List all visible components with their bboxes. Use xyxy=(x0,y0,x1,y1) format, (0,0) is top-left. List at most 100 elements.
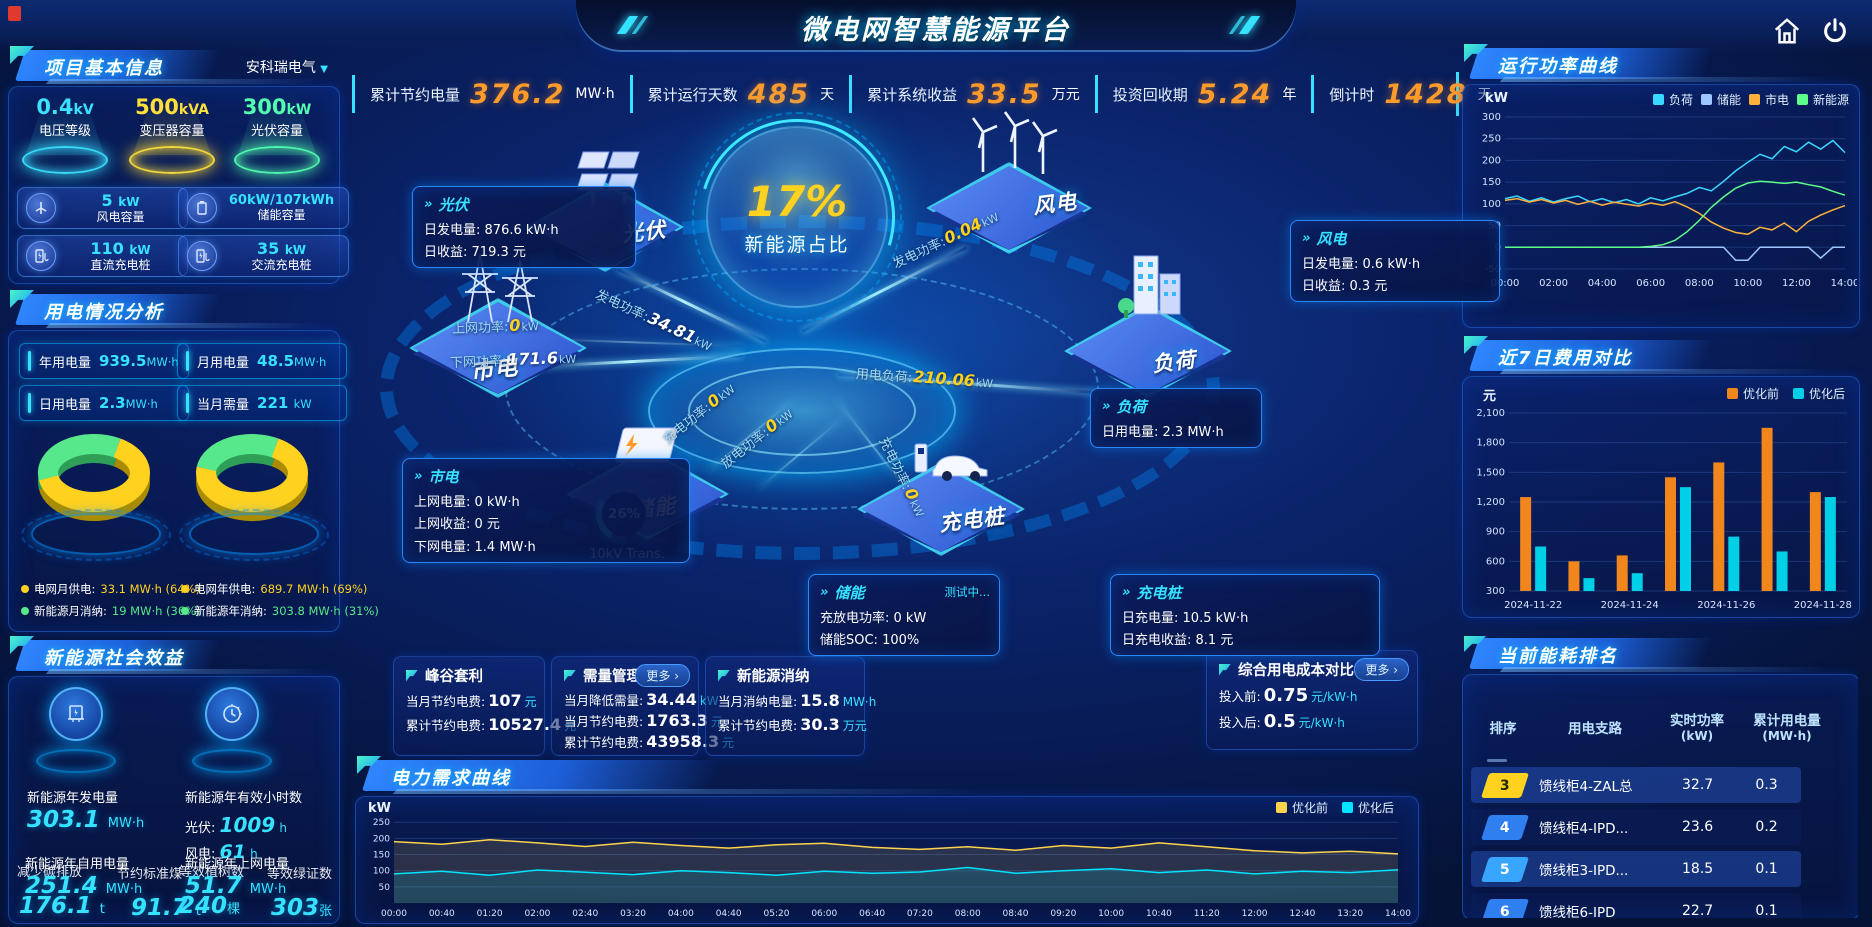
branch-name: 馈线柜4-IPD... xyxy=(1539,821,1629,837)
stat-year-usage: 年用电量 939.5MW·h xyxy=(19,343,189,379)
svg-text:1,800: 1,800 xyxy=(1476,438,1505,449)
svg-text:05:20: 05:20 xyxy=(764,909,790,919)
stat-label: 当月需量 xyxy=(197,397,250,413)
clock-gauge-icon xyxy=(205,687,259,741)
pedestal-value: 500kVA xyxy=(135,95,209,119)
stat-label: 月用电量 xyxy=(197,355,250,371)
svg-text:06:00: 06:00 xyxy=(811,909,837,919)
legend-newenergy-year: 新能源年消纳: 303.8 MW·h (31%) xyxy=(181,603,379,619)
legend-swatch xyxy=(1652,94,1664,105)
node-grid[interactable]: 市电 xyxy=(398,250,598,398)
run-power-chart: 300250200150100500-5000:0002:0004:0006:0… xyxy=(1482,112,1857,289)
benefit-hours-pedestal xyxy=(177,687,287,773)
capacity-label: 储能容量 xyxy=(257,208,306,223)
power-icon[interactable] xyxy=(1820,16,1850,46)
legend-swatch xyxy=(1726,388,1738,399)
cost-panel-body: 元 优化前 优化后 2,100 1,800 1,500 1,200 900 600 300 2… xyxy=(1462,376,1860,618)
svg-text:12:00: 12:00 xyxy=(1242,909,1268,919)
dc-charger-icon xyxy=(26,241,56,271)
card-row: 下网电量: 1.4 MW·h xyxy=(414,539,536,555)
benefit-coal-label: 节约标准煤 xyxy=(117,867,183,882)
solar-panel-icon xyxy=(49,687,103,741)
card-title: 市电 xyxy=(428,468,459,486)
donut-base-ring xyxy=(21,509,171,561)
legend-newenergy-month: 新能源月消纳: 19 MW·h (36%) xyxy=(21,603,201,619)
run-power-panel: 运行功率曲线 kW 负荷 储能 市电 新能源 30025020015010050… xyxy=(1462,44,1860,328)
rank-row-5[interactable]: 5 馈线柜3-IPD... 18.5 0.1 xyxy=(1471,851,1801,887)
rank-badge: 6 xyxy=(1480,898,1530,918)
card-corner-icon xyxy=(564,669,576,682)
legend-swatch xyxy=(1700,94,1712,105)
benefit-togrid-label: 新能源年上网电量 xyxy=(185,857,290,872)
benefit-certs-value: 303张 xyxy=(271,895,333,921)
capacity-value: 5 kW xyxy=(101,191,140,211)
scroll-indicator xyxy=(1487,759,1507,762)
project-panel-header: 项目基本信息 安科瑞电气 ▼ xyxy=(8,46,338,84)
svg-text:08:40: 08:40 xyxy=(1003,909,1029,919)
node-charger[interactable]: 充电桩 xyxy=(843,428,1038,556)
capacity-label: 交流充电桩 xyxy=(251,257,312,272)
newenergy-share-orb: 17% 新能源占比 xyxy=(692,112,902,322)
run-panel-header: 运行功率曲线 xyxy=(1462,44,1858,82)
title-plate xyxy=(576,0,1296,50)
svg-text:00:00: 00:00 xyxy=(381,909,407,919)
power-usage-panel: 用电情况分析 年用电量 939.5MW·h 月用电量 48.5MW·h 日用电量… xyxy=(8,290,379,632)
cost-compare-chart: 2,100 1,800 1,500 1,200 900 600 300 2024-11-22 2… xyxy=(1476,408,1852,611)
svg-text:14:00: 14:00 xyxy=(1831,278,1857,289)
svg-text:07:20: 07:20 xyxy=(907,909,933,919)
svg-text:2024-11-22: 2024-11-22 xyxy=(1504,600,1562,611)
total-energy: 0.3 xyxy=(1755,777,1778,793)
branch-name: 馈线柜3-IPD... xyxy=(1539,863,1629,879)
diagram-hub-inner xyxy=(688,366,916,456)
kpi-title: 综合用电成本对比 xyxy=(1238,663,1354,679)
realtime-power: 23.6 xyxy=(1682,819,1714,835)
stat-label: 年用电量 xyxy=(39,355,92,371)
capacity-label: 直流充电桩 xyxy=(90,257,151,272)
node-load[interactable]: 负荷 xyxy=(1058,255,1232,398)
stat-month-demand: 当月需量 221 kW xyxy=(177,385,347,421)
title-decor-right xyxy=(1228,16,1261,38)
benefit-co2-value: 176.1 t xyxy=(19,893,105,919)
realtime-power: 18.5 xyxy=(1682,861,1714,877)
pedestal-label: 变压器容量 xyxy=(139,124,205,139)
svg-text:1,500: 1,500 xyxy=(1476,467,1505,478)
more-button[interactable]: 更多 › xyxy=(1354,658,1409,681)
legend-item: 负荷 xyxy=(1652,91,1693,108)
legend-swatch xyxy=(1796,94,1808,105)
capacity-card-storage: 60kW/107kWh 储能容量 xyxy=(178,187,349,229)
branch-name: 馈线柜6-IPD xyxy=(1539,905,1616,918)
pedestal-label: 电压等级 xyxy=(38,124,91,139)
rank-row-3[interactable]: 3 馈线柜4-ZAL总 32.7 0.3 xyxy=(1471,767,1801,803)
usage-panel-header: 用电情况分析 xyxy=(8,290,338,328)
project-selector[interactable]: 安科瑞电气 ▼ xyxy=(246,57,328,77)
pedestal-value: 300kW xyxy=(242,95,312,119)
month-donut-chart xyxy=(38,434,150,521)
svg-text:01:20: 01:20 xyxy=(477,909,503,919)
stat-value: 2.3MW·h xyxy=(99,394,158,412)
benefit-selfuse-label: 新能源年自用电量 xyxy=(25,857,130,872)
pv-info-card: » 光伏 日发电量: 876.6 kW·h 日收益: 719.3 元 xyxy=(412,186,636,268)
legend-grid-month: 电网月供电: 33.1 MW·h (64%) xyxy=(21,581,200,597)
kpi-card-cost-compare: 综合用电成本对比 更多 › 投入前: 0.75 元/kW·h 投入后: 0.5 元/kW… xyxy=(1206,650,1418,750)
branch-name: 馈线柜4-ZAL总 xyxy=(1539,779,1633,795)
kpi-card-newenergy-consume: 新能源消纳 当月消纳电量: 15.8 MW·h 累计节约电费: 30.3 万元 xyxy=(705,656,876,756)
svg-text:09:20: 09:20 xyxy=(1050,909,1076,919)
stat-value: 48.5MW·h xyxy=(257,352,327,370)
kpi-title: 需量管理 xyxy=(583,669,641,685)
stat-label: 日用电量 xyxy=(39,397,92,413)
svg-text:02:40: 02:40 xyxy=(572,909,598,919)
run-panel-body: kW 负荷 储能 市电 新能源 300250200150100500-5000:… xyxy=(1462,84,1860,328)
rank-row-6[interactable]: 6 馈线柜6-IPD 22.7 0.1 xyxy=(1471,893,1801,918)
home-icon[interactable] xyxy=(1772,16,1802,46)
rank-row-4[interactable]: 4 馈线柜4-IPD... 23.6 0.2 xyxy=(1471,809,1801,845)
svg-text:08:00: 08:00 xyxy=(955,909,981,919)
card-row: 充放电功率: 0 kW xyxy=(820,610,927,626)
legend-label: 新能源月消纳: xyxy=(34,604,107,618)
more-button[interactable]: 更多 › xyxy=(635,664,690,687)
capacity-value: 110 kW xyxy=(90,239,151,259)
node-load-label: 负荷 xyxy=(1150,347,1198,377)
node-wind[interactable]: 风电 xyxy=(915,111,1100,254)
stat-label: 累计运行天数 xyxy=(648,84,738,105)
stat-label: 累计系统收益 xyxy=(867,84,957,105)
panel-title: 运行功率曲线 xyxy=(1498,56,1618,77)
